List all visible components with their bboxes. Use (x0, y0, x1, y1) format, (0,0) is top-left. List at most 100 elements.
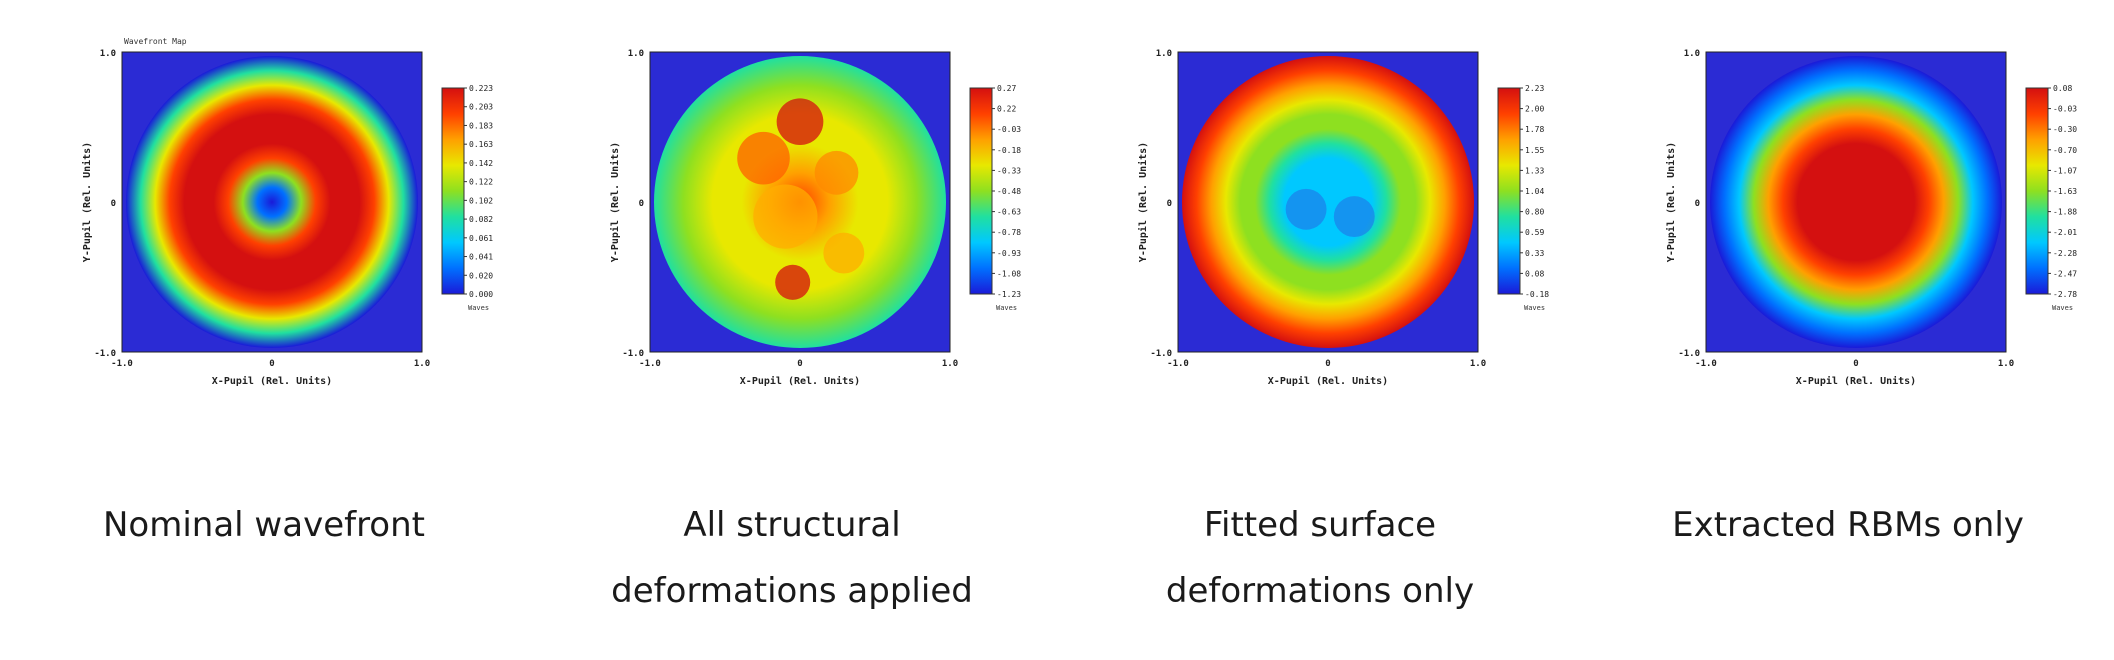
caption-line: All structural (683, 505, 901, 545)
y-tick-label: 0 (111, 199, 116, 209)
colorbar (2025, 87, 2049, 295)
colorbar-tick-label: -0.18 (997, 146, 1021, 155)
caption-line: deformations applied (611, 571, 973, 611)
y-tick-label: 0 (1167, 199, 1172, 209)
x-tick-label: -1.0 (1167, 359, 1189, 369)
plot-frame (649, 51, 951, 353)
colorbar-tick-label: 0.102 (469, 196, 493, 205)
colorbar-unit: Waves (468, 304, 489, 312)
low-spot (1333, 196, 1375, 238)
x-tick-label: 1.0 (1998, 359, 2014, 369)
x-axis-label: X-Pupil (Rel. Units) (1796, 375, 1916, 387)
x-tick-label: 1.0 (414, 359, 430, 369)
colorbar-tick-label: 0.59 (1525, 228, 1544, 237)
colorbar-unit: Waves (1524, 304, 1545, 312)
y-tick-label: 1.0 (628, 49, 644, 59)
colorbar-tick-label: 0.08 (1525, 269, 1544, 278)
colorbar-tick-label: -0.78 (997, 228, 1021, 237)
colorbar-tick-label: 0.22 (997, 105, 1016, 114)
heatmap-chart: -1.0 0 1.0 1.0 0 -1.0 X-Pupil (Rel. Units) Y-Pu… (1137, 49, 1549, 387)
x-tick-label: -1.0 (1695, 359, 1717, 369)
plot-frame (121, 51, 423, 353)
colorbar-tick-label: 0.203 (469, 103, 493, 112)
y-tick-label: 0 (1695, 199, 1700, 209)
x-tick-label: -1.0 (111, 359, 133, 369)
caption: All structural deformations applied (528, 492, 1056, 624)
x-tick-label: 1.0 (942, 359, 958, 369)
y-tick-label: 1.0 (100, 49, 116, 59)
colorbar-tick-label: -0.33 (997, 166, 1021, 175)
panel-fitted-surface-deformations: -1.0 0 1.0 1.0 0 -1.0 X-Pupil (Rel. Units) Y-Pu… (1056, 0, 1584, 660)
colorbar-tick-label: 0.183 (469, 121, 493, 130)
x-tick-label: 1.0 (1470, 359, 1486, 369)
colorbar (441, 87, 465, 295)
x-tick-label: 0 (1853, 359, 1858, 369)
caption: Nominal wavefront (0, 492, 528, 558)
x-axis-label: X-Pupil (Rel. Units) (740, 375, 860, 387)
colorbar-tick-label: -0.48 (997, 187, 1021, 196)
x-tick-label: 0 (797, 359, 802, 369)
colorbar-tick-label: 0.08 (2053, 84, 2072, 93)
caption-line: Nominal wavefront (102, 505, 425, 545)
caption-line: deformations only (1165, 571, 1475, 611)
y-tick-label: -1.0 (1678, 349, 1700, 359)
colorbar-tick-label: 2.00 (1525, 105, 1544, 114)
plot-frame (1177, 51, 1479, 353)
colorbar-tick-label: 0.27 (997, 84, 1016, 93)
x-tick-label: -1.0 (639, 359, 661, 369)
low-spot (1285, 188, 1327, 230)
colorbar-tick-label: 0.163 (469, 140, 493, 149)
heatmap-chart: Wavefront Map -1.0 0 1.0 1.0 0 -1.0 X-Pupil (Re… (81, 37, 493, 387)
x-tick-label: 0 (1325, 359, 1330, 369)
y-axis-label: Y-Pupil (Rel. Units) (81, 142, 93, 262)
colorbar-tick-label: -0.30 (2053, 125, 2077, 134)
caption: Fitted surface deformations only (1056, 492, 1584, 624)
deformation-blobs (737, 98, 865, 300)
colorbar-tick-label: 0.122 (469, 178, 493, 187)
colorbar-unit: Waves (2052, 304, 2073, 312)
colorbar-tick-label: -0.70 (2053, 146, 2077, 155)
y-tick-label: -1.0 (622, 349, 644, 359)
colorbar-tick-label: 0.000 (469, 290, 493, 299)
colorbar-tick-label: -2.01 (2053, 228, 2077, 237)
colorbar-tick-label: 0.061 (469, 234, 493, 243)
y-tick-label: -1.0 (1150, 349, 1172, 359)
colorbar-tick-label: 0.020 (469, 271, 493, 280)
colorbar-tick-label: 0.142 (469, 159, 493, 168)
heatmap-chart: -1.0 0 1.0 1.0 0 -1.0 X-Pupil (Rel. Units) Y-Pu… (1665, 49, 2077, 387)
colorbar-tick-label: 1.04 (1525, 187, 1544, 196)
y-tick-label: 1.0 (1156, 49, 1172, 59)
plot-frame (1705, 51, 2007, 353)
y-tick-label: 1.0 (1684, 49, 1700, 59)
x-axis-label: X-Pupil (Rel. Units) (1268, 375, 1388, 387)
colorbar-tick-label: -1.07 (2053, 166, 2077, 175)
colorbar (1497, 87, 1521, 295)
colorbar-tick-label: -0.18 (1525, 290, 1549, 299)
colorbar-tick-label: -1.23 (997, 290, 1021, 299)
colorbar-tick-label: 0.33 (1525, 249, 1544, 258)
deformation-blob (814, 150, 859, 195)
colorbar-tick-label: -1.88 (2053, 208, 2077, 217)
colorbar-tick-label: 0.223 (469, 84, 493, 93)
colorbar-tick-label: -0.03 (2053, 105, 2077, 114)
colorbar (969, 87, 993, 295)
plot-header: Wavefront Map (124, 37, 187, 46)
colorbar-tick-label: 1.55 (1525, 146, 1544, 155)
colorbar-tick-label: 1.33 (1525, 166, 1544, 175)
colorbar-tick-label: -0.03 (997, 125, 1021, 134)
y-axis-label: Y-Pupil (Rel. Units) (609, 142, 621, 262)
caption-line: Extracted RBMs only (1672, 505, 2024, 545)
deformation-blob (775, 264, 811, 300)
pupil-map (1710, 56, 2002, 348)
colorbar-tick-label: -0.93 (997, 249, 1021, 258)
colorbar-tick-label: -2.28 (2053, 249, 2077, 258)
deformation-blob (776, 98, 824, 146)
colorbar-unit: Waves (996, 304, 1017, 312)
y-axis-label: Y-Pupil (Rel. Units) (1137, 142, 1149, 262)
pupil-map (126, 56, 418, 348)
colorbar-tick-label: 2.23 (1525, 84, 1544, 93)
colorbar-tick-label: -0.63 (997, 208, 1021, 217)
caption-line: Fitted surface (1203, 505, 1437, 545)
x-tick-label: 0 (269, 359, 274, 369)
colorbar-tick-label: -1.08 (997, 269, 1021, 278)
